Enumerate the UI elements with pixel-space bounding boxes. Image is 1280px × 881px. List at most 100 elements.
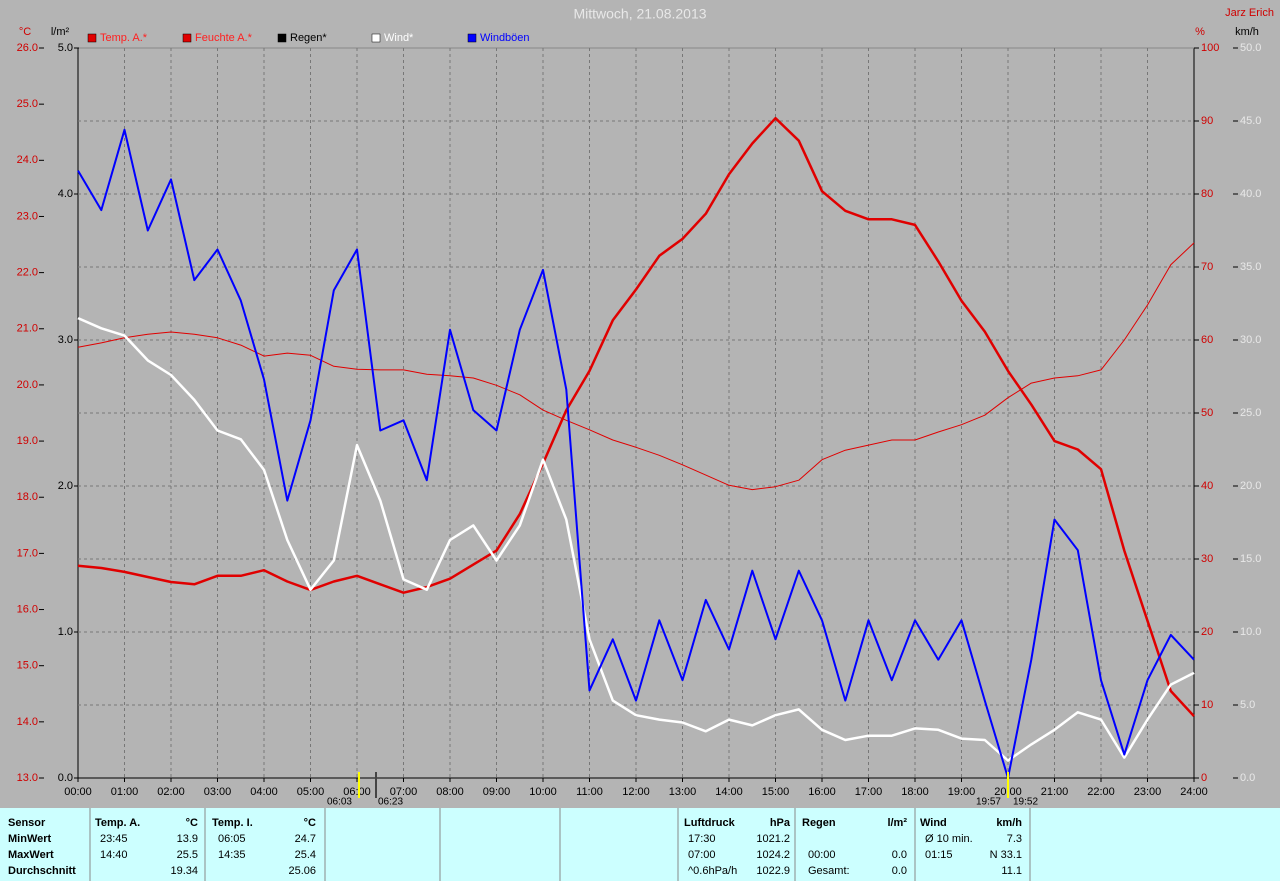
y-tick-label: 20.0 — [1240, 480, 1261, 492]
y-tick-label: 50.0 — [1240, 42, 1261, 54]
x-tick-label: 18:00 — [901, 786, 929, 798]
y-tick-label: 13.0 — [17, 772, 38, 784]
table-header: Luftdruck — [684, 817, 736, 829]
legend-swatch — [87, 33, 97, 43]
y-tick-label: 45.0 — [1240, 115, 1261, 127]
y-tick-label: 25.0 — [1240, 407, 1261, 419]
x-tick-label: 15:00 — [762, 786, 790, 798]
legend-label: Regen* — [290, 32, 327, 44]
y-tick-label: 22.0 — [17, 267, 38, 279]
y-tick-label: 35.0 — [1240, 261, 1261, 273]
annotation: 06:03 — [327, 797, 352, 808]
table-cell: 25.4 — [295, 849, 316, 861]
y-tick-label: 40 — [1201, 480, 1213, 492]
axis-unit: % — [1195, 26, 1205, 38]
x-tick-label: 07:00 — [390, 786, 418, 798]
x-tick-label: 08:00 — [436, 786, 464, 798]
table-cell: 1024.2 — [756, 849, 790, 861]
y-tick-label: 100 — [1201, 42, 1219, 54]
y-tick-label: 4.0 — [58, 188, 73, 200]
chart-title: Mittwoch, 21.08.2013 — [573, 6, 706, 22]
x-tick-label: 09:00 — [483, 786, 511, 798]
x-tick-label: 04:00 — [250, 786, 278, 798]
legend-label: Wind* — [384, 32, 414, 44]
table-header: Regen — [802, 817, 836, 829]
axis-unit: l/m² — [51, 26, 70, 38]
y-tick-label: 15.0 — [1240, 553, 1261, 565]
author: Jarz Erich — [1225, 7, 1274, 19]
background — [0, 0, 1280, 808]
x-tick-label: 21:00 — [1041, 786, 1069, 798]
x-tick-label: 03:00 — [204, 786, 232, 798]
table-header: hPa — [770, 817, 791, 829]
table-cell: 06:05 — [218, 833, 246, 845]
table-header: Temp. I. — [212, 817, 253, 829]
x-tick-label: 13:00 — [669, 786, 697, 798]
row-label: Sensor — [8, 817, 46, 829]
y-tick-label: 10 — [1201, 699, 1213, 711]
y-tick-label: 20.0 — [17, 379, 38, 391]
legend-swatch — [277, 33, 287, 43]
table-cell: 07:00 — [688, 849, 716, 861]
table-cell: 00:00 — [808, 849, 836, 861]
y-tick-label: 40.0 — [1240, 188, 1261, 200]
table-cell: Ø 10 min. — [925, 833, 973, 845]
legend-swatch — [182, 33, 192, 43]
table-cell: 0.0 — [892, 849, 907, 861]
table-header: Temp. A. — [95, 817, 140, 829]
y-tick-label: 15.0 — [17, 660, 38, 672]
stats-panel — [0, 808, 1280, 881]
series-line — [77, 316, 1195, 762]
table-header: km/h — [996, 817, 1022, 829]
x-tick-label: 05:00 — [297, 786, 325, 798]
y-tick-label: 20 — [1201, 626, 1213, 638]
y-tick-label: 21.0 — [17, 323, 38, 335]
table-cell: 14:40 — [100, 849, 128, 861]
y-tick-label: 19.0 — [17, 435, 38, 447]
table-cell: 11.1 — [1001, 865, 1022, 877]
annotation: 06:23 — [378, 797, 403, 808]
y-tick-label: 30 — [1201, 553, 1213, 565]
x-tick-label: 22:00 — [1087, 786, 1115, 798]
series-line — [77, 242, 1195, 491]
y-tick-label: 24.0 — [17, 154, 38, 166]
y-tick-label: 0.0 — [58, 772, 73, 784]
table-cell: 01:15 — [925, 849, 953, 861]
table-header: °C — [304, 817, 316, 829]
y-tick-label: 30.0 — [1240, 334, 1261, 346]
table-header: °C — [186, 817, 198, 829]
row-label: MinWert — [8, 833, 52, 845]
x-tick-label: 17:00 — [855, 786, 883, 798]
y-tick-label: 17.0 — [17, 547, 38, 559]
legend-label: Temp. A.* — [100, 32, 148, 44]
y-tick-label: 14.0 — [17, 716, 38, 728]
x-tick-label: 19:00 — [948, 786, 976, 798]
x-tick-label: 02:00 — [157, 786, 185, 798]
x-tick-label: 11:00 — [576, 786, 603, 798]
annotation: 19:52 — [1013, 797, 1038, 808]
y-tick-label: 10.0 — [1240, 626, 1261, 638]
x-tick-label: 12:00 — [622, 786, 650, 798]
y-tick-label: 3.0 — [58, 334, 73, 346]
x-tick-label: 06:00 — [343, 786, 371, 798]
table-cell: Gesamt: — [808, 865, 850, 877]
y-tick-label: 5.0 — [58, 42, 73, 54]
x-tick-label: 14:00 — [715, 786, 743, 798]
table-cell: 7.3 — [1007, 833, 1022, 845]
table-cell: 19.34 — [170, 865, 198, 877]
y-tick-label: 23.0 — [17, 210, 38, 222]
y-tick-label: 90 — [1201, 115, 1213, 127]
table-cell: 14:35 — [218, 849, 246, 861]
legend-swatch — [467, 33, 477, 43]
legend-label: Windböen — [480, 32, 530, 44]
y-tick-label: 18.0 — [17, 491, 38, 503]
row-label: Durchschnitt — [8, 865, 76, 877]
y-tick-label: 1.0 — [58, 626, 73, 638]
y-tick-label: 60 — [1201, 334, 1213, 346]
table-cell: 1022.9 — [756, 865, 790, 877]
row-label: MaxWert — [8, 849, 54, 861]
x-tick-label: 10:00 — [529, 786, 557, 798]
table-cell: ^0.6hPa/h — [688, 865, 737, 877]
x-tick-label: 24:00 — [1180, 786, 1208, 798]
